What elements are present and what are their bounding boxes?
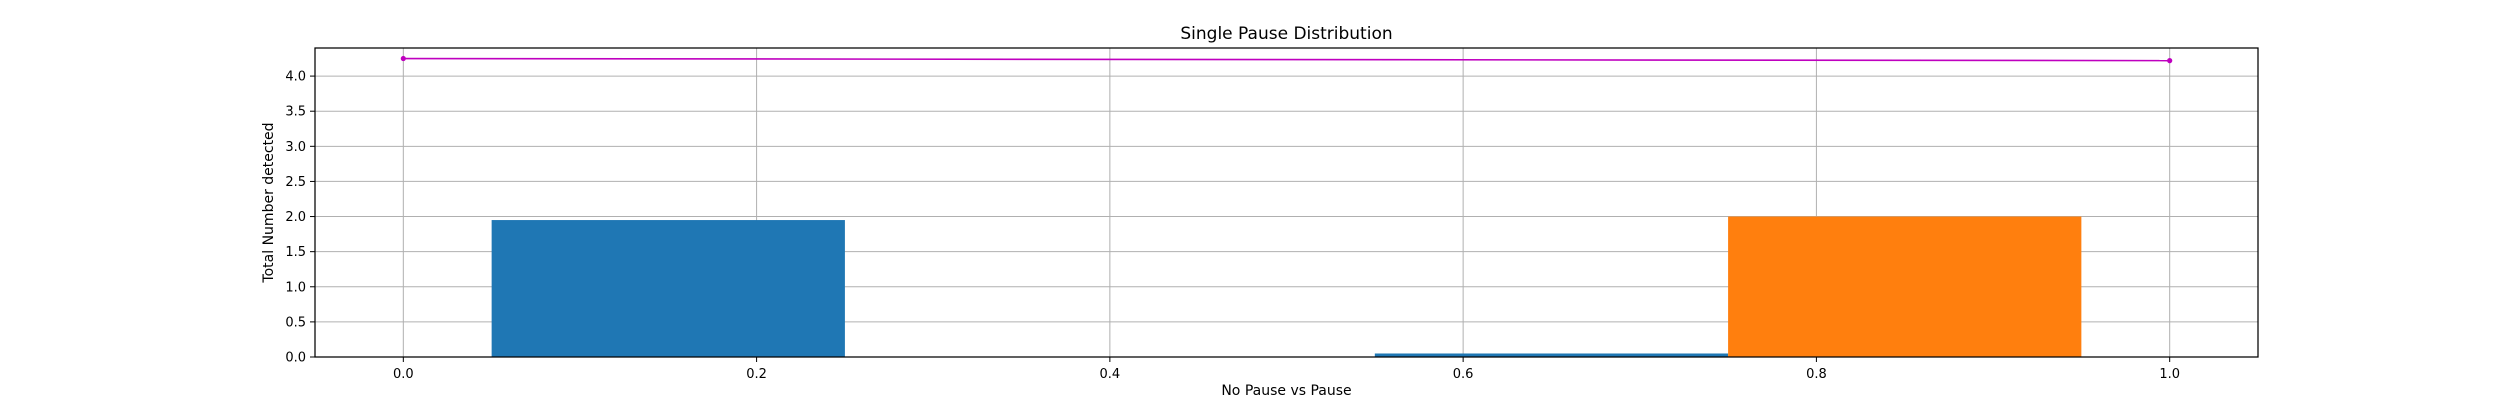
- bar: [491, 220, 845, 357]
- y-tick-label: 1.5: [285, 245, 306, 260]
- y-axis-label: Total Number detected: [261, 122, 277, 283]
- bars-layer: [491, 216, 2082, 357]
- y-tick-label: 2.5: [285, 175, 306, 190]
- x-tick-label: 0.6: [1453, 367, 1474, 382]
- x-tick-label: 0.0: [393, 367, 414, 382]
- plot-frame: [314, 47, 2259, 358]
- y-tick-label: 2.0: [285, 210, 306, 225]
- y-tick-label: 1.0: [285, 280, 306, 295]
- line-layer: [400, 55, 2173, 64]
- y-tick-label: 3.0: [285, 140, 306, 155]
- y-tick-label: 0.5: [285, 315, 306, 330]
- bar: [1374, 353, 1729, 357]
- y-tick-label: 0.0: [285, 351, 306, 366]
- chart-title: Single Pause Distribution: [1180, 24, 1392, 44]
- y-tick-label: 3.5: [285, 105, 306, 120]
- x-tick-label: 1.0: [2159, 367, 2180, 382]
- line-point: [400, 55, 406, 62]
- line-series: [403, 57, 2170, 62]
- bar: [1728, 216, 2082, 357]
- ticks-layer: 0.0 0.2 0.4 0.6 0.8 1.0 0.0 0.5 1.0 1.5 2.0 2.5 3.0 3…: [285, 70, 2180, 382]
- x-tick-label: 0.2: [746, 367, 767, 382]
- x-axis-label: No Pause vs Pause: [1221, 383, 1351, 399]
- line-point: [2167, 58, 2173, 64]
- x-tick-label: 0.8: [1806, 367, 1827, 382]
- y-tick-label: 4.0: [285, 70, 306, 85]
- x-tick-label: 0.4: [1100, 367, 1121, 382]
